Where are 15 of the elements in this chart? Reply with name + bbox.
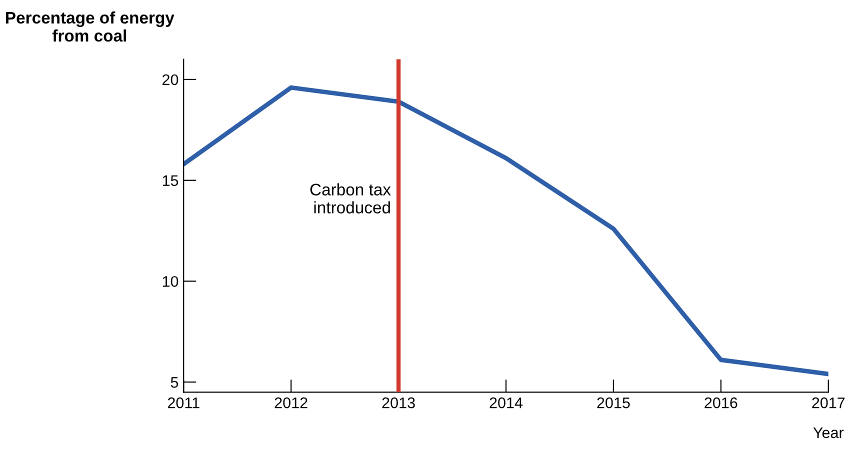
x-tick-label: 2014: [490, 397, 523, 408]
y-axis-title: Percentage of energy from coal: [6, 11, 174, 42]
y-tick-label: 5: [170, 377, 178, 388]
x-tick-label: 2017: [812, 397, 845, 408]
y-tick-label: 15: [162, 175, 178, 186]
x-axis-title: Year: [813, 427, 844, 438]
x-tick-label: 2015: [597, 397, 630, 408]
x-tick-label: 2011: [168, 397, 200, 408]
y-tick-label: 10: [162, 276, 178, 287]
line-series: [184, 85, 828, 376]
x-tick-label: 2016: [704, 397, 738, 408]
ref-line-label: Carbon tax introduced: [310, 183, 391, 214]
x-tick-label: 2013: [382, 397, 415, 408]
x-tick-label: 2012: [274, 397, 308, 408]
y-tick-label: 20: [162, 74, 178, 86]
